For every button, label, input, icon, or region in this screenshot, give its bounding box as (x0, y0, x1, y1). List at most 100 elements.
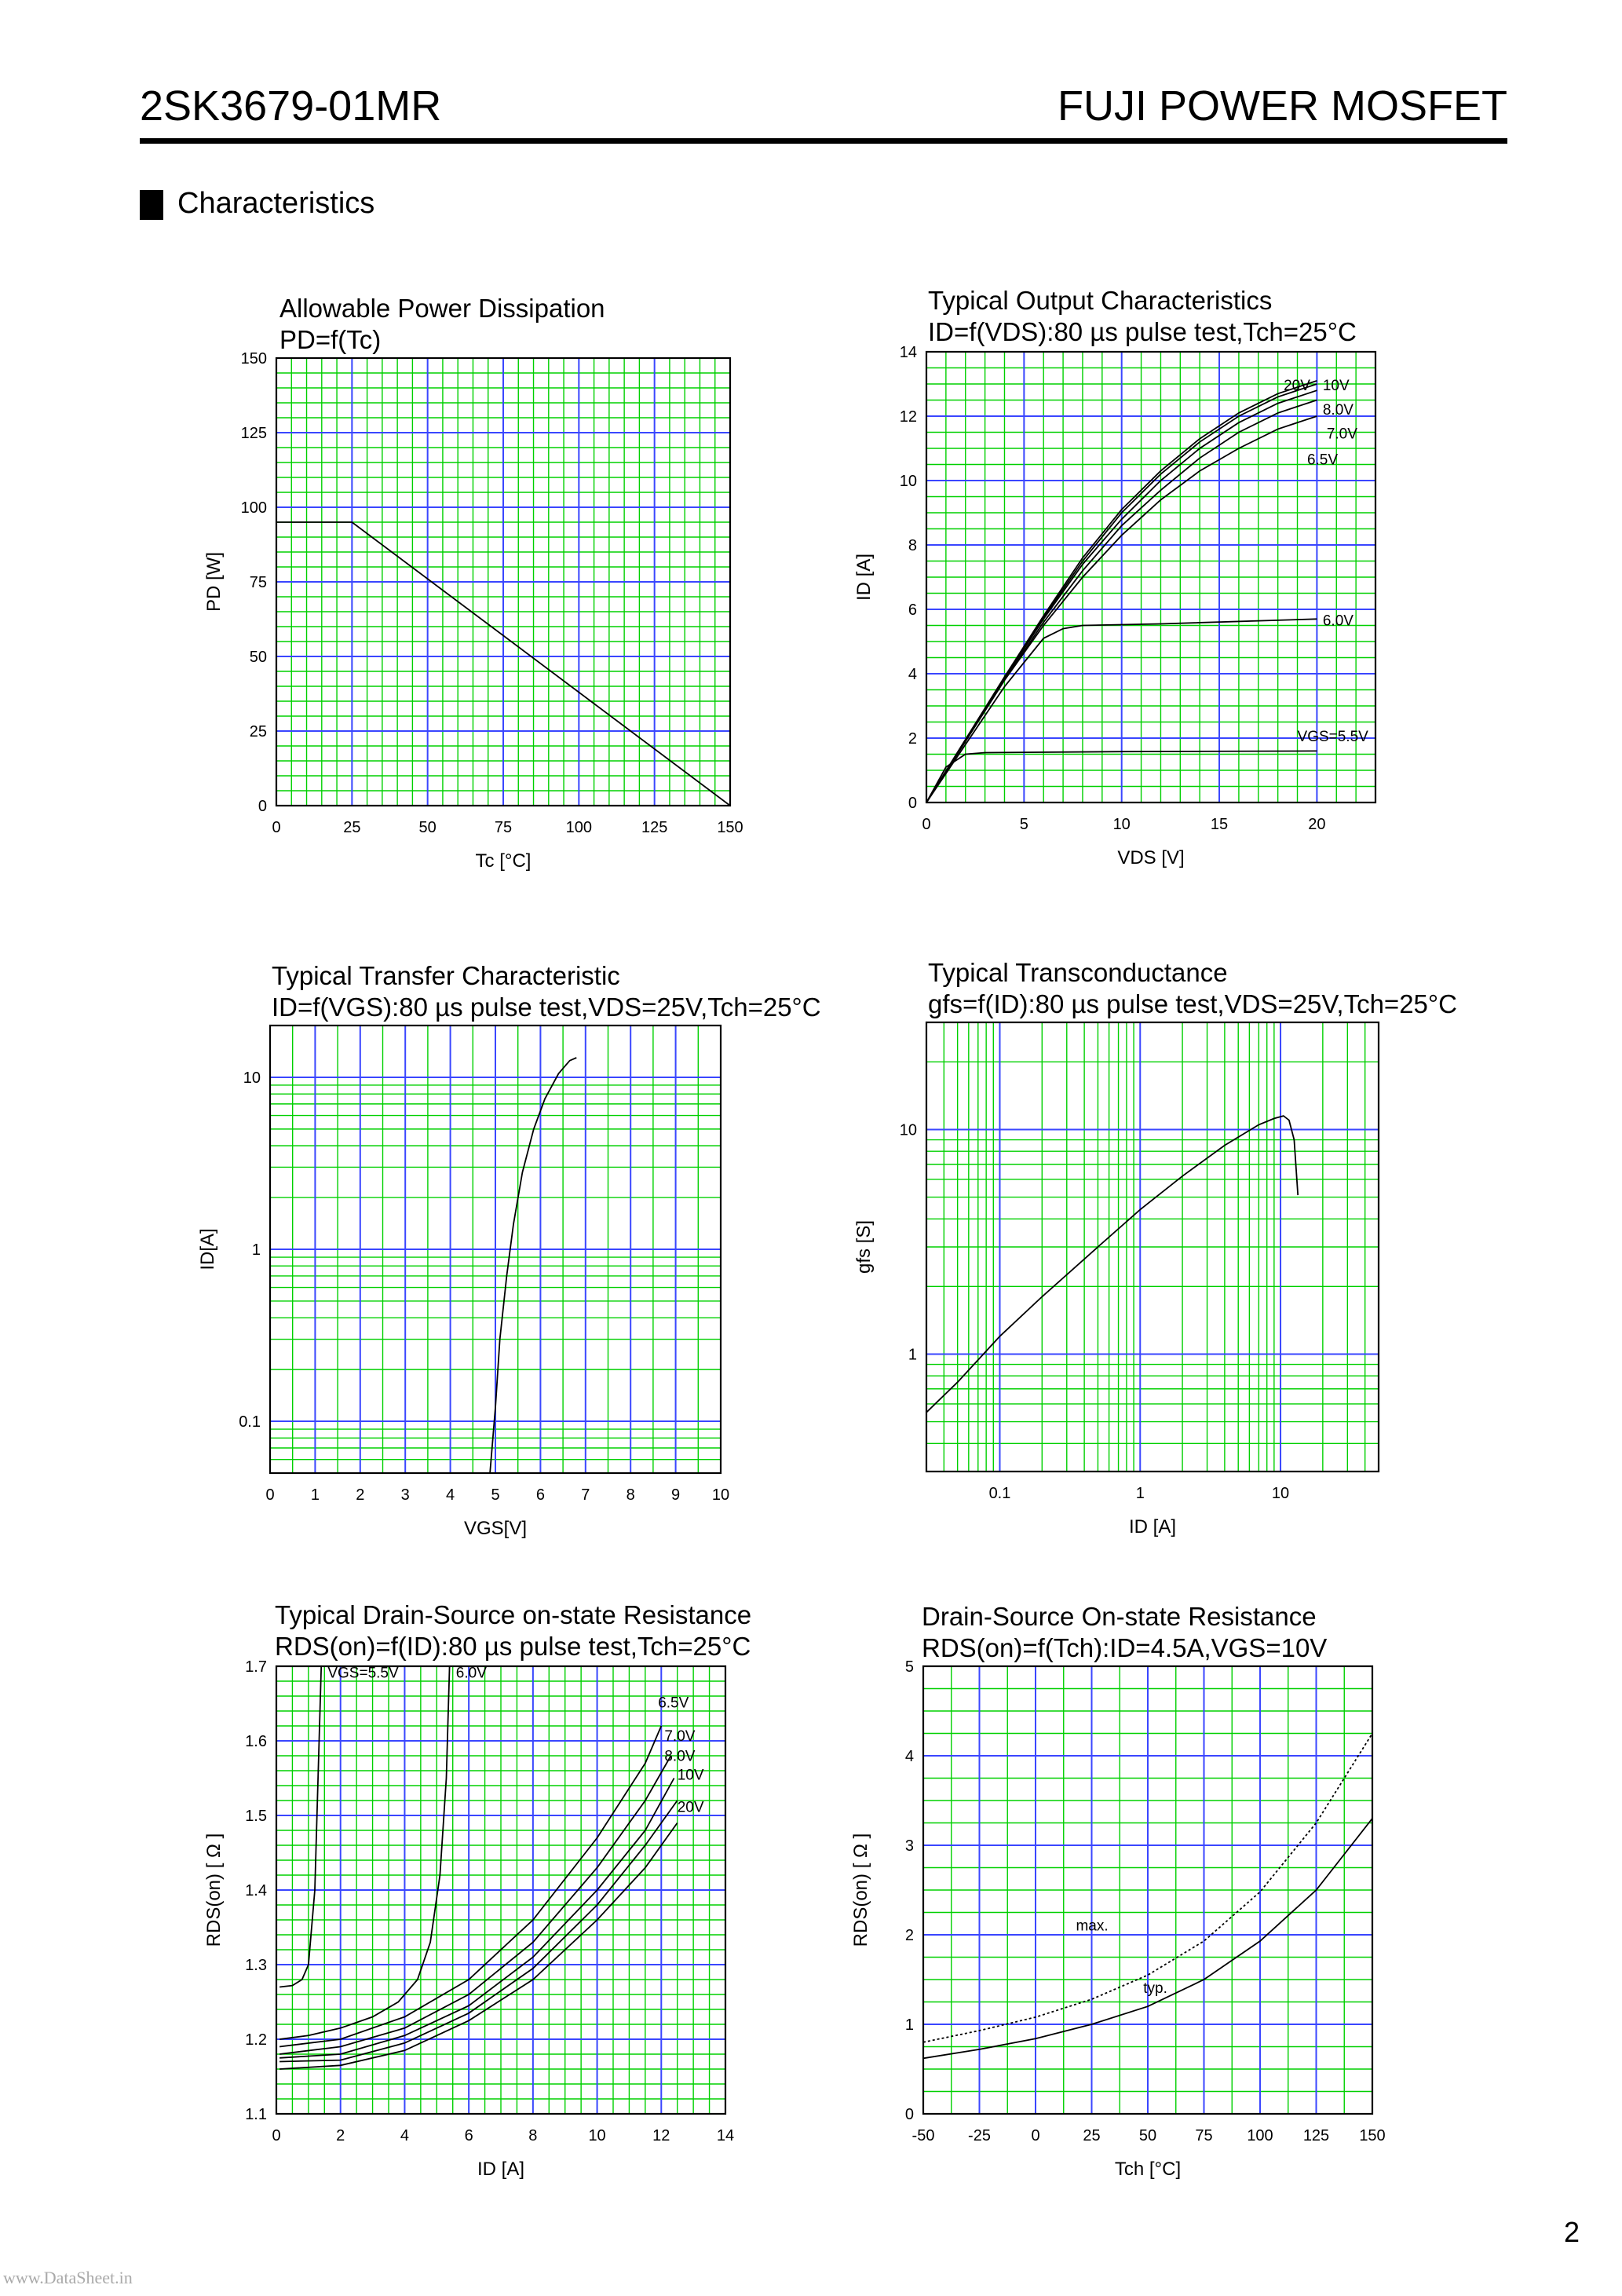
x-tick-label: 150 (717, 819, 743, 836)
x-tick-label: 50 (1139, 2127, 1156, 2144)
x-tick-label: 0 (265, 1486, 274, 1504)
y-axis-label: ID[A] (197, 1228, 218, 1270)
watermark: www.DataSheet.in (3, 2268, 133, 2287)
x-tick-label: 20 (1308, 816, 1325, 833)
y-tick-label: 14 (900, 344, 917, 361)
chart-title: Typical Drain-Source on-state Resistance (275, 1600, 752, 1629)
series-line (279, 1665, 323, 1988)
y-tick-label: 10 (900, 473, 917, 490)
x-tick-label: 4 (400, 2127, 409, 2144)
y-tick-label: 1.2 (245, 2031, 267, 2049)
x-tick-label: 2 (336, 2127, 345, 2144)
x-tick-label: 25 (343, 819, 360, 836)
y-tick-label: 10 (243, 1069, 261, 1087)
y-tick-label: 1 (905, 2016, 914, 2034)
x-tick-label: 4 (446, 1486, 455, 1504)
y-tick-label: 5 (905, 1658, 914, 1676)
series-line (926, 750, 1317, 803)
y-tick-label: 0 (905, 2106, 914, 2123)
x-tick-label: 100 (566, 819, 592, 836)
y-tick-label: 75 (250, 574, 267, 591)
chart-subtitle: ID=f(VDS):80 µs pulse test,Tch=25°C (928, 317, 1357, 346)
series-line (922, 1818, 1373, 2060)
series-label: typ. (1143, 1980, 1167, 1997)
x-tick-label: 50 (419, 819, 437, 836)
y-tick-label: 150 (241, 350, 267, 367)
x-axis-label: Tc [°C] (476, 850, 532, 872)
x-tick-label: 0.1 (989, 1485, 1011, 1502)
plot-frame (269, 1024, 722, 1475)
series-label: 6.0V (456, 1665, 487, 1681)
plot-frame (925, 350, 1377, 804)
y-tick-label: 0 (258, 798, 267, 815)
y-tick-label: 1.7 (245, 1658, 267, 1676)
page-number: 2 (1563, 2216, 1580, 2248)
chart-title: Typical Transconductance (928, 958, 1228, 987)
series-line (279, 1800, 678, 2063)
x-tick-label: 2 (356, 1486, 364, 1504)
y-tick-label: 50 (250, 649, 267, 666)
x-axis-label: Tch [°C] (1115, 2159, 1181, 2180)
series-label: 20V (1284, 378, 1310, 394)
x-axis-label: ID [A] (477, 2159, 524, 2180)
chart-subtitle: RDS(on)=f(ID):80 µs pulse test,Tch=25°C (275, 1632, 751, 1661)
x-axis-label: VGS[V] (464, 1518, 527, 1539)
x-tick-label: 1 (1136, 1485, 1145, 1502)
x-tick-label: 5 (491, 1486, 499, 1504)
x-tick-label: 25 (1083, 2127, 1100, 2144)
section-title: Characteristics (177, 187, 375, 220)
chart-subtitle: PD=f(Tc) (279, 325, 382, 354)
series-label: max. (1076, 1918, 1108, 1934)
part-number: 2SK3679-01MR (140, 82, 442, 130)
x-tick-label: -25 (968, 2127, 991, 2144)
x-tick-label: -50 (912, 2127, 935, 2144)
x-tick-label: 75 (495, 819, 512, 836)
y-tick-label: 1 (252, 1241, 261, 1259)
y-tick-label: 2 (905, 1927, 914, 1944)
series-line (922, 1733, 1373, 2043)
y-tick-label: 0.1 (239, 1413, 261, 1431)
y-tick-label: 2 (908, 730, 917, 748)
x-tick-label: 125 (1303, 2127, 1329, 2144)
series-label: 6.0V (1323, 613, 1353, 630)
x-tick-label: 15 (1211, 816, 1228, 833)
series-line (926, 1115, 1299, 1413)
series-line (279, 1822, 678, 2070)
series-line (926, 380, 1317, 803)
section-marker (140, 190, 163, 220)
plot-frame (275, 356, 732, 807)
chart-subtitle: ID=f(VGS):80 µs pulse test,VDS=25V,Tch=2… (272, 993, 821, 1022)
series-label: 8.0V (664, 1749, 695, 1765)
plot-frame (275, 1665, 727, 2115)
y-axis-label: PD [W] (203, 552, 225, 612)
chart-title: Typical Transfer Characteristic (272, 961, 620, 990)
x-axis-label: VDS [V] (1117, 847, 1184, 868)
x-tick-label: 125 (641, 819, 667, 836)
series-label: 7.0V (1327, 426, 1357, 443)
x-tick-label: 10 (712, 1486, 729, 1504)
series-line (926, 618, 1317, 803)
series-label: 7.0V (664, 1728, 695, 1745)
series-label: 6.5V (658, 1695, 689, 1711)
y-tick-label: 0 (908, 795, 917, 812)
series-label: 6.5V (1307, 452, 1338, 469)
y-tick-label: 1.4 (245, 1882, 267, 1899)
series-line (279, 1665, 451, 2040)
x-tick-label: 0 (272, 2127, 280, 2144)
x-tick-label: 150 (1359, 2127, 1385, 2144)
y-tick-label: 25 (250, 723, 267, 740)
series-label: 10V (1323, 378, 1350, 394)
x-tick-label: 9 (671, 1486, 680, 1504)
y-tick-label: 4 (905, 1748, 914, 1765)
x-tick-label: 10 (1113, 816, 1131, 833)
x-tick-label: 8 (528, 2127, 537, 2144)
x-tick-label: 10 (588, 2127, 605, 2144)
y-tick-label: 1.6 (245, 1733, 267, 1750)
x-tick-label: 75 (1195, 2127, 1212, 2144)
product-line: FUJI POWER MOSFET (1058, 82, 1507, 130)
